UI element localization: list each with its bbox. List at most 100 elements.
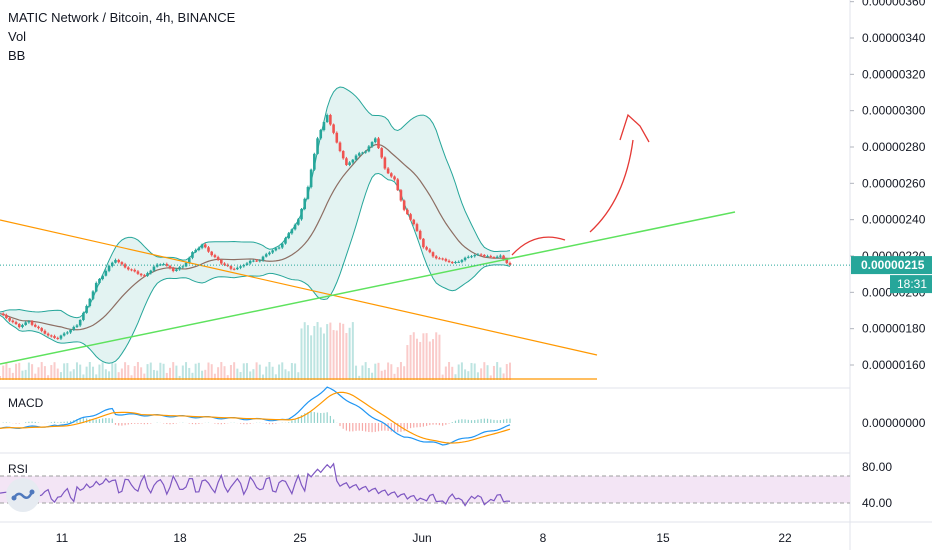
candle-body (255, 260, 258, 262)
time-tick-label: 18 (173, 531, 187, 545)
candle-body (130, 269, 133, 271)
macd-line (0, 386, 511, 446)
volume-bar (297, 372, 300, 380)
candle-body (56, 337, 60, 339)
volume-bar (27, 362, 30, 380)
countdown-badge (890, 275, 932, 294)
candle-body (165, 264, 169, 266)
candle-body (322, 122, 326, 131)
candle-body (425, 247, 428, 250)
candle-body (412, 219, 416, 225)
volume-bar (191, 372, 194, 380)
candle-body (390, 173, 393, 177)
candle-body (316, 138, 319, 154)
annotation-arrowhead (619, 113, 650, 143)
volume-bar (271, 366, 274, 380)
tradingview-logo-icon[interactable] (6, 478, 40, 512)
candle-body (85, 305, 88, 313)
volume-bar (47, 375, 50, 380)
candle-body (293, 224, 297, 230)
volume-bar (435, 332, 438, 380)
candle-body (146, 273, 149, 276)
volume-bar (464, 369, 467, 380)
volume-bar (185, 362, 188, 380)
volume-bar (393, 373, 396, 380)
candle-body (27, 321, 31, 323)
candle-body (300, 208, 303, 220)
candle-body (345, 158, 348, 165)
time-tick-label: 11 (56, 531, 69, 545)
candle-body (422, 238, 425, 248)
volume-label[interactable]: Vol (8, 29, 27, 44)
candle-body (280, 243, 284, 248)
volume-bar (245, 363, 248, 380)
volume-bar (169, 367, 171, 380)
candle-body (492, 257, 496, 259)
volume-bar (210, 364, 213, 380)
price-tick-label: 0.00000260 (862, 176, 926, 190)
candle-body (127, 267, 130, 270)
bollinger-upper-line (0, 86, 511, 319)
candle-body (136, 271, 140, 274)
candle-body (351, 159, 355, 163)
volume-bar (448, 362, 451, 380)
candle-body (297, 219, 300, 225)
volume-bar (335, 330, 338, 380)
candle-body (194, 249, 197, 253)
volume-bar (111, 363, 114, 380)
candle-body (329, 115, 332, 125)
volume-bar (165, 372, 168, 380)
volume-bar (390, 364, 393, 380)
candle-body (361, 152, 364, 154)
bollinger-label[interactable]: BB (8, 48, 26, 63)
candle-body (168, 265, 172, 268)
candle-body (354, 155, 358, 160)
candle-body (220, 259, 223, 264)
volume-bar (483, 362, 486, 380)
candle-body (236, 267, 239, 270)
volume-bar (371, 372, 374, 380)
candle-body (210, 251, 213, 256)
volume-bar (223, 366, 226, 380)
candle-body (418, 230, 422, 239)
candle-body (94, 282, 98, 292)
candle-body (175, 269, 178, 271)
volume-bar (258, 364, 261, 380)
candle-body (69, 329, 72, 333)
candle-body (75, 325, 79, 327)
volume-bar (236, 368, 239, 380)
candle-body (447, 260, 451, 263)
candle-body (155, 264, 159, 267)
candle-body (441, 258, 444, 260)
volume-bar (473, 363, 476, 380)
candle-body (332, 124, 335, 133)
volume-bar (290, 363, 293, 380)
volume-bar (351, 322, 354, 380)
candle-body (101, 275, 104, 280)
volume-bar (226, 375, 229, 380)
candle-body (313, 153, 316, 170)
candle-body (502, 255, 505, 260)
candle-body (399, 190, 403, 201)
volume-bar (303, 322, 306, 380)
candle-body (17, 324, 21, 328)
volume-bar (396, 367, 399, 380)
volume-bar (72, 369, 75, 380)
candle-body (444, 259, 448, 261)
candle-body (415, 224, 419, 231)
time-tick-label: 25 (293, 531, 307, 545)
volume-bar (383, 369, 386, 380)
time-tick-label: 15 (656, 531, 670, 545)
volume-bar (92, 366, 95, 380)
candle-body (40, 328, 43, 331)
rsi-label[interactable]: RSI (8, 462, 29, 476)
candle-body (287, 233, 290, 239)
macd-label[interactable]: MACD (8, 396, 44, 410)
candle-body (37, 326, 40, 329)
volume-bar (140, 367, 143, 380)
candle-body (213, 255, 217, 258)
volume-bar (152, 369, 155, 380)
rsi-tick-label: 40.00 (862, 496, 892, 510)
